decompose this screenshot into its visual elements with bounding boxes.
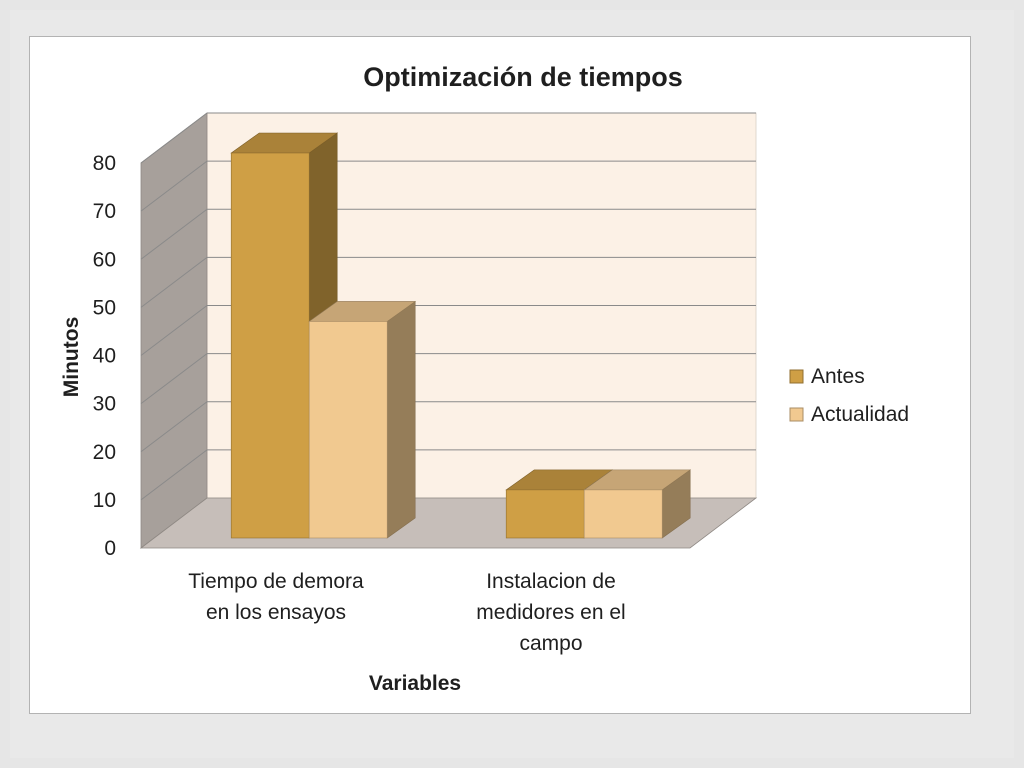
y-tick-label: 30 bbox=[93, 393, 116, 416]
y-tick-label: 50 bbox=[93, 296, 116, 319]
legend-swatch-antes bbox=[789, 369, 804, 384]
x-category-label: Tiempo de demora bbox=[188, 570, 364, 593]
legend-label-actualidad: Actualidad bbox=[811, 403, 909, 426]
legend-swatch-actualidad bbox=[789, 407, 804, 422]
bars bbox=[230, 132, 692, 539]
y-tick-label: 70 bbox=[93, 200, 116, 223]
legend-label-antes: Antes bbox=[811, 365, 865, 388]
bar-front-face bbox=[230, 152, 310, 539]
bar-front-face bbox=[505, 489, 585, 539]
x-axis-categories: Tiempo de demora en los ensayos Instalacio… bbox=[188, 570, 625, 655]
y-tick-label: 20 bbox=[93, 441, 116, 464]
x-category-label: medidores en el bbox=[476, 601, 625, 624]
y-tick-label: 10 bbox=[93, 489, 116, 512]
bar-actualidad-1 bbox=[308, 300, 417, 539]
y-axis-ticks: 0 10 20 30 40 50 60 70 80 bbox=[93, 152, 116, 560]
gridline-side bbox=[140, 112, 208, 164]
x-axis-title: Variables bbox=[369, 672, 461, 695]
gridline-side bbox=[140, 256, 208, 308]
y-tick-label: 0 bbox=[104, 537, 116, 560]
y-tick-label: 60 bbox=[93, 248, 116, 271]
x-category-label: Instalacion de bbox=[486, 570, 616, 593]
y-tick-label: 40 bbox=[93, 345, 116, 368]
gridline-side bbox=[140, 449, 208, 501]
bar-front-face bbox=[583, 489, 663, 539]
bar-front-face bbox=[308, 321, 388, 539]
gridline-side bbox=[140, 305, 208, 356]
gridline-side bbox=[140, 353, 208, 405]
y-axis-title: Minutos bbox=[60, 317, 83, 397]
gridline-side bbox=[140, 208, 208, 260]
gridline-side bbox=[140, 160, 208, 212]
x-category-label: campo bbox=[519, 632, 582, 655]
bar-side-face bbox=[386, 300, 416, 539]
bar-actualidad-2 bbox=[583, 469, 692, 539]
gridline-side bbox=[140, 401, 208, 453]
x-category-label: en los ensayos bbox=[206, 601, 346, 624]
chart-title: Optimización de tiempos bbox=[363, 62, 683, 92]
y-tick-label: 80 bbox=[93, 152, 116, 175]
legend: Antes Actualidad bbox=[789, 365, 909, 426]
